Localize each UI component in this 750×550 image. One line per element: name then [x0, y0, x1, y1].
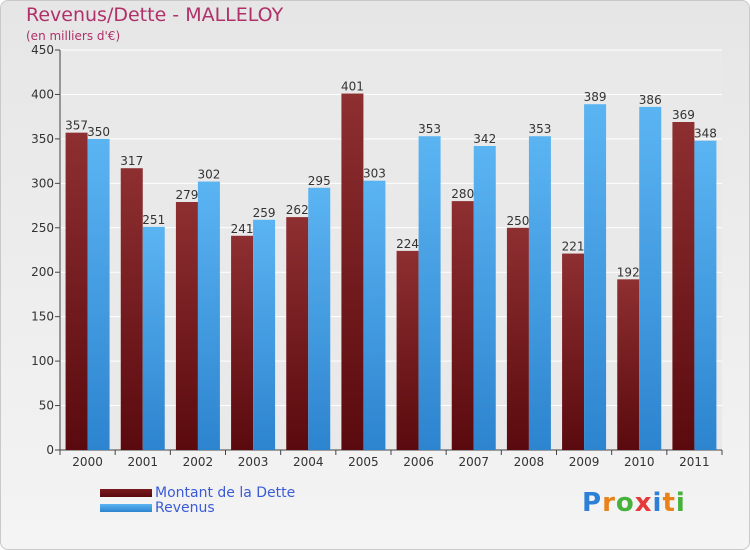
bar-revenus	[418, 136, 441, 450]
data-label: 389	[584, 90, 607, 104]
data-label: 295	[308, 174, 331, 188]
data-label: 250	[506, 214, 529, 228]
x-tick-label: 2005	[348, 455, 379, 469]
data-label: 192	[617, 265, 640, 279]
bar-dette	[396, 250, 419, 450]
bar-dette	[506, 227, 529, 450]
data-label: 303	[363, 167, 386, 181]
x-tick-label: 2001	[127, 455, 158, 469]
data-label: 353	[418, 122, 441, 136]
data-label: 251	[142, 213, 165, 227]
bar-revenus	[639, 106, 662, 450]
bar-revenus	[694, 140, 717, 450]
y-tick-label: 150	[31, 310, 54, 324]
y-tick-label: 250	[31, 221, 54, 235]
x-tick-label: 2007	[458, 455, 489, 469]
bar-dette	[175, 202, 198, 450]
data-label: 342	[473, 132, 496, 146]
x-tick-label: 2008	[514, 455, 545, 469]
y-tick-label: 350	[31, 132, 54, 146]
bar-revenus	[197, 181, 220, 451]
x-tick-label: 2002	[183, 455, 214, 469]
bar-dette	[341, 93, 364, 451]
bar-dette	[120, 168, 143, 450]
bar-revenus	[363, 180, 386, 450]
data-label: 353	[528, 122, 551, 136]
logo-letter: P	[582, 488, 603, 518]
y-tick-label: 400	[31, 87, 54, 101]
bar-dette	[617, 279, 640, 450]
data-label: 279	[175, 188, 198, 202]
data-label: 401	[341, 80, 364, 94]
plot-area	[60, 50, 722, 450]
x-tick-label: 2011	[679, 455, 710, 469]
y-tick-label: 0	[46, 443, 54, 457]
proxiti-logo: Proxiti	[582, 488, 686, 518]
x-tick-label: 2004	[293, 455, 324, 469]
x-tick-label: 2003	[238, 455, 269, 469]
bar-revenus	[308, 187, 331, 450]
data-label: 369	[672, 108, 695, 122]
data-label: 302	[197, 168, 220, 182]
legend-label-dette: Montant de la Dette	[155, 485, 296, 501]
bar-revenus	[87, 138, 110, 450]
y-tick-label: 200	[31, 265, 54, 279]
bar-dette	[65, 132, 88, 450]
bar-revenus	[584, 104, 607, 450]
chart-subtitle: (en milliers d'€)	[26, 29, 121, 43]
y-tick-label: 50	[39, 399, 54, 413]
y-tick-label: 100	[31, 354, 54, 368]
bar-revenus	[528, 136, 551, 450]
data-label: 221	[562, 240, 585, 254]
chart-title: Revenus/Dette - MALLELOY	[26, 4, 284, 26]
logo-letter: i	[675, 488, 686, 518]
logo-letter: x	[634, 488, 653, 518]
data-label: 241	[231, 222, 254, 236]
legend-label-revenus: Revenus	[155, 500, 215, 516]
y-tick-label: 450	[31, 43, 54, 57]
logo-letter: i	[652, 488, 663, 518]
data-label: 350	[87, 125, 110, 139]
data-label: 317	[120, 154, 143, 168]
y-tick-label: 300	[31, 176, 54, 190]
data-label: 357	[65, 119, 88, 133]
x-tick-label: 2010	[624, 455, 655, 469]
x-tick-label: 2006	[403, 455, 434, 469]
data-label: 259	[253, 206, 276, 220]
bar-dette	[451, 201, 474, 450]
bar-dette	[672, 122, 695, 450]
bar-revenus	[142, 226, 165, 450]
bar-dette	[231, 235, 254, 450]
legend-swatch-dette	[100, 489, 152, 497]
data-label: 386	[639, 93, 662, 107]
data-label: 280	[451, 187, 474, 201]
data-label: 224	[396, 237, 419, 251]
data-label: 348	[694, 127, 717, 141]
logo-letter: t	[662, 488, 676, 518]
logo-letter: o	[615, 488, 635, 518]
x-tick-label: 2009	[569, 455, 600, 469]
logo-letter: r	[602, 488, 616, 518]
bar-dette	[286, 217, 309, 450]
bar-dette	[562, 253, 585, 450]
legend-swatch-revenus	[100, 504, 152, 512]
data-label: 262	[286, 203, 309, 217]
bar-revenus	[473, 146, 496, 450]
bar-revenus	[253, 219, 276, 450]
x-tick-label: 2000	[72, 455, 103, 469]
